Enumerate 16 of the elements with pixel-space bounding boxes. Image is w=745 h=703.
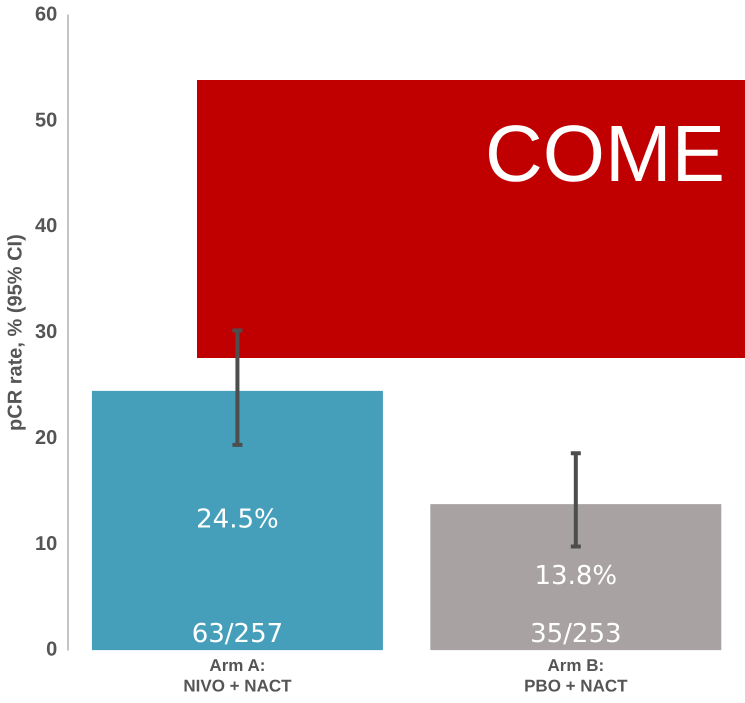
y-tick-label: 60 <box>34 4 58 26</box>
y-axis-title: pCR rate, % (95% CI) <box>4 234 27 431</box>
banner: COME <box>197 80 745 358</box>
y-tick-label: 20 <box>34 426 58 449</box>
x-tick-label: Arm A: NIVO + NACT <box>183 656 292 696</box>
y-tick-label: 50 <box>34 109 58 132</box>
annotation: 35/253 <box>530 618 622 649</box>
y-tick-label: 10 <box>34 532 58 555</box>
annotation: 63/257 <box>192 618 284 649</box>
data-label: 24.5% <box>196 504 279 534</box>
y-tick-label: 0 <box>46 638 58 661</box>
data-label: 13.8% <box>534 560 618 591</box>
y-tick-label: 40 <box>34 215 58 238</box>
x-tick-label: Arm B: PBO + NACT <box>524 656 628 696</box>
y-tick-label: 30 <box>34 321 58 344</box>
annotation: COME <box>485 108 725 200</box>
